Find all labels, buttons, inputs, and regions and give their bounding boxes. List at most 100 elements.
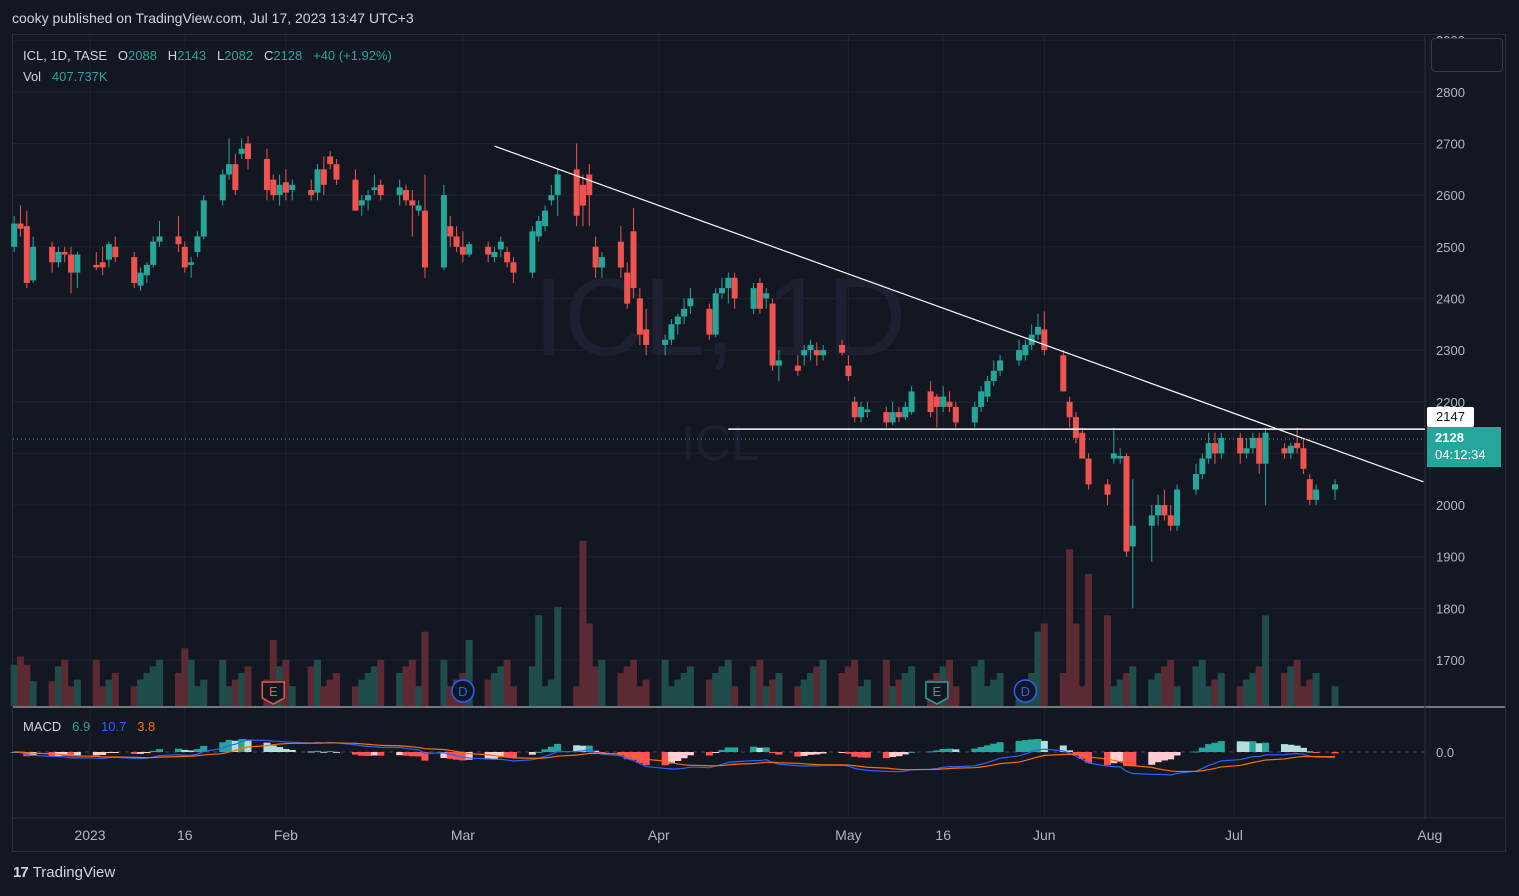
candle-body (952, 406, 959, 423)
price-scale-settings-button[interactable] (1431, 38, 1503, 72)
macd-histogram-bar (1293, 745, 1301, 752)
candle-body (137, 272, 144, 286)
volume-bar (1040, 623, 1048, 706)
macd-histogram-bar (402, 752, 410, 756)
macd-histogram-bar (800, 752, 808, 756)
candle-body (415, 205, 422, 211)
candle-body (1313, 489, 1320, 500)
volume-bar (231, 679, 239, 706)
macd-histogram-bar (174, 748, 182, 752)
macd-histogram-bar (889, 752, 897, 757)
macd-histogram-bar (990, 743, 998, 752)
macd-histogram-bar (396, 752, 404, 756)
macd-signal-line (14, 742, 1336, 773)
macd-histogram-bar (1110, 752, 1118, 764)
last-price-label: 2128 04:12:34 (1427, 427, 1501, 467)
candle-body (1072, 417, 1079, 438)
candle-body (409, 200, 416, 206)
volume-bar (617, 673, 625, 706)
candle-body (592, 246, 599, 268)
symbol-info[interactable]: ICL, 1D, TASE (23, 48, 108, 63)
candle-body (1332, 484, 1339, 490)
volume-bar (851, 659, 859, 706)
candle-body (143, 264, 150, 276)
macd-histogram-bar (851, 752, 859, 757)
candle-body (1193, 474, 1199, 490)
volume-bar (332, 673, 340, 706)
volume-bar (1312, 673, 1320, 706)
candle-body (1243, 448, 1250, 454)
macd-histogram-bar (895, 752, 903, 757)
price-axis-label: 2600 (1436, 188, 1465, 203)
volume-label[interactable]: Vol (23, 69, 42, 84)
macd-histogram-bar (863, 752, 871, 758)
candle-body (276, 184, 283, 196)
macd-histogram-bar (1116, 752, 1124, 762)
volume-bar (1122, 673, 1130, 706)
tradingview-logo[interactable]: 17 TradingView (13, 864, 115, 881)
macd-histogram-bar (351, 752, 359, 755)
candle-body (1155, 505, 1162, 516)
candle-body (466, 244, 473, 255)
volume-bar (946, 659, 954, 706)
candle-body (643, 329, 650, 345)
candle-body (1066, 401, 1073, 418)
macd-histogram-bar (282, 748, 290, 752)
macd-histogram-bar (358, 752, 366, 756)
candle-body (636, 298, 643, 335)
event-marker-label: E (933, 684, 942, 699)
volume-bar (415, 686, 423, 706)
volume-bar (1160, 666, 1168, 706)
change-value: +40 (+1.92%) (313, 48, 392, 63)
macd-histogram-bar (23, 752, 31, 757)
macd-histogram-bar (143, 752, 151, 754)
candle-body (750, 288, 757, 309)
macd-legend[interactable]: MACD 6.9 10.7 3.8 (23, 719, 155, 734)
macd-histogram-bar (718, 749, 726, 752)
candle-body (668, 324, 675, 340)
dividend-marker-icon (1013, 679, 1038, 703)
macd-histogram-bar (971, 748, 979, 752)
macd-histogram-bar (844, 752, 852, 754)
candle-body (497, 241, 504, 250)
volume-bar (1167, 659, 1175, 706)
volume-bar (1236, 686, 1244, 706)
volume-bar (307, 666, 315, 706)
candle-body (1167, 515, 1174, 526)
time-axis-label: Jul (1225, 827, 1243, 843)
candle-body (459, 246, 466, 255)
candle-body (1256, 437, 1263, 464)
volume-bar (712, 673, 720, 706)
macd-histogram-bar (939, 748, 947, 752)
volume-bar (1173, 686, 1181, 706)
macd-histogram-bar (1173, 752, 1181, 756)
close-label: C (263, 48, 274, 63)
volume-bar (181, 648, 189, 706)
volume-bar (314, 659, 322, 706)
macd-histogram-bar (1072, 752, 1080, 755)
price-axis-label: 1700 (1436, 653, 1465, 668)
symbol-legend: ICL, 1D, TASE O2088 H2143 L2082 C2128 +4… (23, 45, 392, 87)
volume-value: 407.737K (51, 69, 108, 84)
candle-body (131, 257, 138, 283)
macd-histogram-bar (1028, 739, 1036, 752)
macd-histogram-bar (908, 751, 916, 753)
candle-body (219, 174, 226, 201)
candle-body (150, 241, 157, 265)
candle-body (232, 164, 239, 190)
candle-body (200, 200, 207, 237)
volume-bar (92, 659, 100, 706)
candle-body (314, 169, 321, 193)
volume-bar (1078, 686, 1086, 706)
macd-histogram-bar (231, 740, 239, 752)
volume-bar (156, 659, 164, 706)
macd-histogram-bar (857, 752, 865, 758)
price-axis-label: 1800 (1436, 601, 1465, 616)
macd-signal-value: 3.8 (137, 719, 156, 734)
price-axis-label: 2800 (1436, 85, 1465, 100)
macd-histogram-bar (149, 750, 157, 752)
candle-body (763, 293, 770, 299)
macd-label: MACD (23, 719, 62, 734)
candle-body (61, 251, 68, 255)
